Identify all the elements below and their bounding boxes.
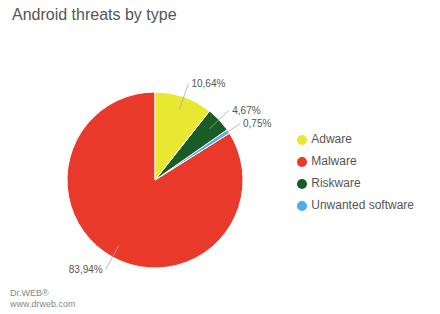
html-text:Android threats by type: Android threats by type (12, 6, 177, 23)
svg-text:4,67%: 4,67% (232, 105, 260, 116)
svg-text:10,64%: 10,64% (191, 78, 225, 89)
html-text:Riskware: Riskware (311, 176, 361, 190)
svg-text:83,94%: 83,94% (69, 264, 103, 275)
html-text:Dr.WEB®: Dr.WEB® (10, 288, 49, 298)
html-text:Adware: Adware (311, 132, 352, 146)
svg-text:0,75%: 0,75% (243, 118, 271, 129)
html-text:Malware: Malware (311, 154, 357, 168)
html-text:Unwanted software: Unwanted software (311, 198, 414, 212)
html-text:www.drweb.com: www.drweb.com (10, 299, 76, 309)
